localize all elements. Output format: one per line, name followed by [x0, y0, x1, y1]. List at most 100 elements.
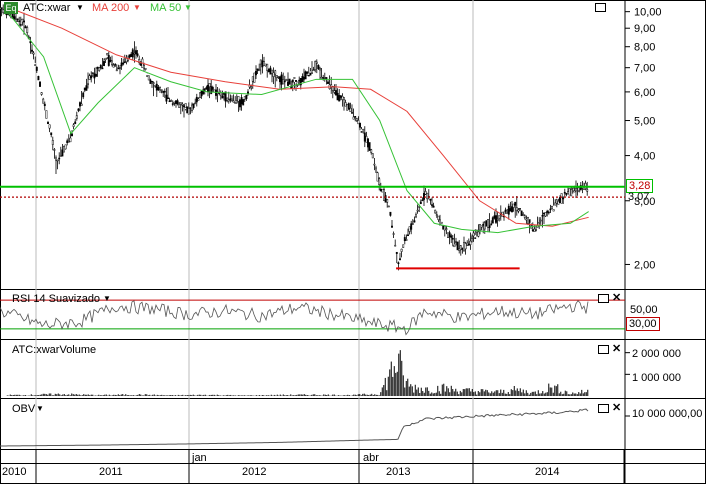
price-candle — [376, 172, 379, 182]
price-candle — [354, 116, 357, 118]
price-candle — [195, 96, 198, 103]
price-candle — [565, 193, 568, 195]
volume-tick-1m: 1 000 000 — [632, 372, 681, 384]
price-candle — [23, 20, 25, 23]
price-candle — [219, 92, 222, 96]
price-candle — [365, 136, 368, 143]
price-candle — [154, 84, 157, 87]
price-candle — [517, 209, 520, 212]
price-y-tick-label: 6,00 — [634, 87, 655, 99]
price-candle — [271, 69, 273, 74]
ma50-line — [6, 11, 589, 234]
close-icon-obv[interactable]: ✕ — [612, 402, 622, 414]
maximize-button-volume[interactable] — [598, 345, 609, 354]
price-candle — [181, 103, 184, 106]
ma200-line — [7, 6, 589, 227]
price-candle — [472, 232, 475, 237]
close-icon-volume[interactable]: ✕ — [612, 343, 622, 355]
maximize-button-obv[interactable] — [598, 404, 609, 413]
price-candle — [477, 231, 480, 237]
price-candle — [258, 69, 261, 72]
price-candle — [71, 133, 73, 137]
price-candle — [183, 105, 185, 108]
price-candle — [179, 102, 182, 105]
price-candle — [411, 223, 414, 225]
price-candle — [61, 149, 64, 157]
price-candle — [349, 107, 352, 112]
price-candle — [533, 228, 536, 232]
price-candle — [440, 221, 443, 224]
maximize-button-price[interactable] — [595, 3, 606, 12]
ma200-dropdown-icon[interactable]: ▼ — [133, 3, 141, 12]
close-icon-rsi[interactable]: ✕ — [612, 292, 622, 304]
price-candle — [547, 211, 550, 214]
price-candle — [573, 190, 576, 193]
price-candle — [98, 67, 101, 71]
price-candle — [29, 41, 32, 44]
obv-label[interactable]: OBV — [12, 403, 36, 415]
ma50-dropdown-icon[interactable]: ▼ — [184, 3, 192, 12]
volume-label[interactable]: ATC:xwarVolume — [12, 344, 97, 356]
price-candle — [339, 95, 342, 98]
eq-badge[interactable]: Eq — [4, 2, 18, 14]
rsi-label[interactable]: RSI 14 Suavizado — [12, 293, 101, 305]
obv-dropdown-icon[interactable]: ▼ — [36, 404, 44, 413]
price-candle — [191, 104, 193, 111]
price-candle — [394, 244, 397, 247]
price-candle — [266, 63, 269, 71]
price-candle — [482, 224, 485, 226]
ma200-label[interactable]: MA 200 — [92, 2, 130, 14]
price-candle — [384, 195, 387, 203]
price-candle — [0, 7, 1, 10]
price-candle — [315, 61, 318, 64]
price-candle — [31, 49, 33, 52]
price-candle — [99, 65, 102, 69]
symbol-label[interactable]: ATC:xwar — [23, 2, 71, 14]
price-candle — [403, 237, 406, 242]
price-candle — [392, 233, 395, 235]
price-candle — [242, 99, 245, 106]
price-y-tick-label: 3,00 — [634, 196, 655, 208]
symbol-dropdown-icon[interactable]: ▼ — [76, 3, 84, 12]
price-candle — [375, 167, 377, 173]
price-candle — [336, 92, 339, 101]
price-candle — [298, 79, 301, 82]
price-candle — [483, 222, 486, 230]
maximize-button-rsi[interactable] — [598, 294, 609, 303]
price-candle — [135, 50, 137, 55]
price-candle — [199, 92, 201, 99]
price-candle — [575, 188, 577, 192]
price-y-tick-label: 9,00 — [634, 23, 655, 35]
price-candle — [461, 247, 464, 250]
price-candle — [96, 66, 99, 69]
price-candle — [370, 149, 373, 153]
dotted-level-tag: 3,07 — [628, 191, 650, 203]
price-candle — [405, 239, 408, 241]
price-candle — [432, 205, 435, 208]
price-candle — [122, 62, 125, 65]
price-candle — [45, 110, 48, 119]
price-candle — [130, 53, 133, 57]
price-candle — [79, 102, 81, 107]
price-candle — [423, 192, 425, 200]
price-candle — [131, 49, 134, 58]
price-candle — [528, 219, 531, 223]
price-candle — [320, 76, 323, 79]
price-candle — [322, 77, 325, 79]
price-candle — [147, 75, 150, 81]
price-candle — [447, 232, 449, 238]
price-candle — [488, 225, 491, 228]
ma50-label[interactable]: MA 50 — [150, 2, 182, 14]
price-candle — [93, 73, 96, 79]
price-candle — [312, 69, 315, 71]
price-candle — [360, 131, 363, 133]
price-candle — [170, 100, 173, 102]
price-candle — [275, 75, 278, 79]
price-candle — [186, 106, 189, 114]
price-candle — [323, 77, 326, 79]
price-candle — [171, 103, 174, 105]
price-candle — [226, 97, 229, 101]
rsi-dropdown-icon[interactable]: ▼ — [103, 294, 111, 303]
x-label-jan: jan — [192, 452, 207, 464]
price-candle — [555, 199, 558, 204]
